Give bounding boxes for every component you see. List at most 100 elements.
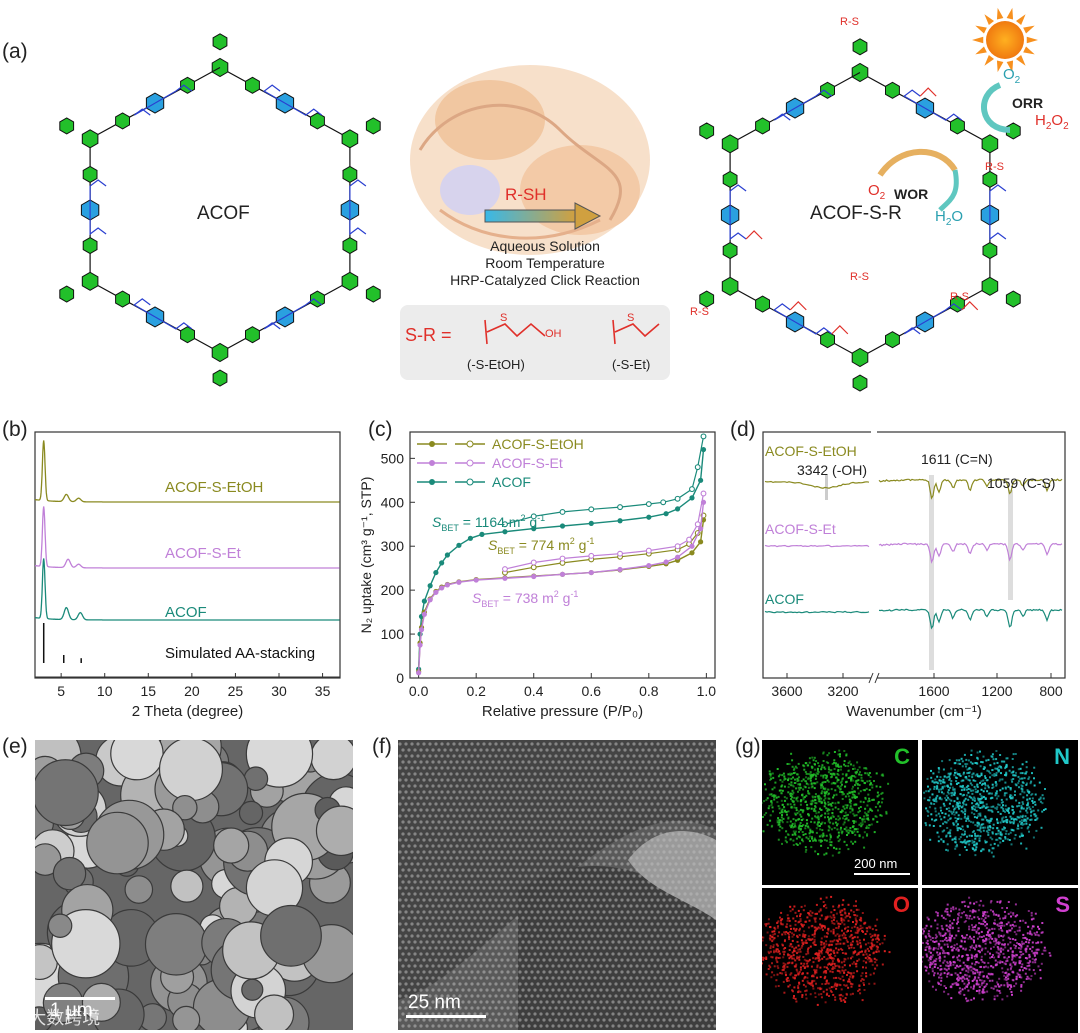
lattice-fringe xyxy=(449,940,453,944)
lattice-fringe xyxy=(422,886,426,890)
eds-pixel xyxy=(833,794,836,797)
lattice-fringe xyxy=(632,826,636,830)
eds-pixel xyxy=(814,798,817,801)
eds-pixel xyxy=(971,797,974,800)
eds-pixel xyxy=(796,812,799,815)
eds-pixel xyxy=(827,761,830,764)
lattice-fringe xyxy=(533,1024,537,1028)
lattice-fringe xyxy=(590,766,594,770)
lattice-fringe xyxy=(566,850,570,854)
lattice-fringe xyxy=(554,742,558,746)
lattice-fringe xyxy=(581,964,585,968)
lattice-fringe xyxy=(482,778,486,782)
lattice-fringe xyxy=(662,1018,666,1022)
lattice-fringe xyxy=(686,958,690,962)
eds-pixel xyxy=(866,804,869,807)
eds-pixel xyxy=(813,821,816,824)
eds-pixel xyxy=(820,784,823,787)
lattice-fringe xyxy=(413,904,417,908)
eds-pixel xyxy=(960,785,963,788)
allyl-chain xyxy=(133,102,156,116)
lattice-fringe xyxy=(401,832,405,836)
eds-pixel xyxy=(937,771,940,774)
lattice-fringe xyxy=(416,838,420,842)
lattice-fringe xyxy=(554,1006,558,1010)
lattice-fringe xyxy=(590,790,594,794)
eds-pixel xyxy=(855,803,858,806)
eds-pixel xyxy=(997,795,1000,798)
lattice-fringe xyxy=(692,958,696,962)
lattice-fringe xyxy=(539,880,543,884)
eds-pixel xyxy=(976,786,979,788)
lattice-fringe xyxy=(452,850,456,854)
lattice-fringe xyxy=(461,1000,465,1004)
lattice-fringe xyxy=(593,748,597,752)
lattice-fringe xyxy=(536,982,540,986)
eds-pixel xyxy=(997,829,1000,832)
eds-pixel xyxy=(1003,826,1005,829)
desorption-point xyxy=(502,566,508,573)
lattice-fringe xyxy=(578,814,582,818)
eds-pixel xyxy=(1031,793,1034,795)
lattice-fringe xyxy=(560,934,564,938)
eds-pixel xyxy=(792,776,794,779)
eds-pixel xyxy=(1021,781,1024,784)
lattice-fringe xyxy=(398,790,402,794)
eds-label-n: N xyxy=(1054,744,1070,769)
lattice-fringe xyxy=(605,940,609,944)
allyl-chain xyxy=(154,316,193,330)
lattice-fringe xyxy=(554,850,558,854)
eds-pixel xyxy=(773,796,776,799)
lattice-fringe xyxy=(701,916,705,920)
lattice-fringe xyxy=(476,1006,480,1010)
lattice-fringe xyxy=(557,904,561,908)
lattice-fringe xyxy=(527,808,531,812)
lattice-fringe xyxy=(677,988,681,992)
eds-pixel xyxy=(830,916,833,919)
eds-pixel xyxy=(1012,829,1015,832)
lattice-fringe xyxy=(668,826,672,830)
lattice-fringe xyxy=(653,928,657,932)
lattice-fringe xyxy=(458,838,462,842)
lattice-fringe xyxy=(650,982,654,986)
lattice-fringe xyxy=(677,1012,681,1016)
eds-pixel xyxy=(829,940,832,943)
lattice-fringe xyxy=(713,964,716,968)
eds-pixel xyxy=(863,789,866,792)
lattice-fringe xyxy=(695,976,699,980)
lattice-fringe xyxy=(620,898,624,902)
lattice-fringe xyxy=(431,856,435,860)
lattice-fringe xyxy=(695,1024,699,1028)
eds-pixel xyxy=(1019,793,1022,796)
lattice-fringe xyxy=(428,742,432,746)
eds-pixel xyxy=(976,789,979,792)
eds-pixel xyxy=(1016,805,1019,808)
x-tick-label: 1600 xyxy=(918,683,949,699)
lattice-fringe xyxy=(650,958,654,962)
lattice-fringe xyxy=(572,1018,576,1022)
lattice-fringe xyxy=(464,850,468,854)
eds-pixel xyxy=(952,788,955,791)
eds-pixel xyxy=(976,816,978,819)
lattice-fringe xyxy=(698,838,702,842)
lattice-fringe xyxy=(563,880,567,884)
eds-pixel xyxy=(824,802,827,805)
lattice-fringe xyxy=(512,814,516,818)
lattice-fringe xyxy=(500,922,504,926)
lattice-fringe xyxy=(479,760,483,764)
r-label: R-S xyxy=(850,271,869,283)
sun-ray xyxy=(975,46,987,55)
lattice-fringe xyxy=(680,994,684,998)
lattice-fringe xyxy=(617,952,621,956)
eds-pixel xyxy=(1012,778,1015,780)
lattice-fringe xyxy=(398,814,402,818)
lattice-fringe xyxy=(479,808,483,812)
eds-pixel xyxy=(795,807,798,809)
lattice-fringe xyxy=(455,832,459,836)
lattice-fringe xyxy=(644,910,648,914)
eds-pixel xyxy=(995,838,998,841)
eds-pixel xyxy=(772,776,775,779)
lattice-fringe xyxy=(452,790,456,794)
lattice-fringe xyxy=(569,892,573,896)
lattice-fringe xyxy=(488,766,492,770)
